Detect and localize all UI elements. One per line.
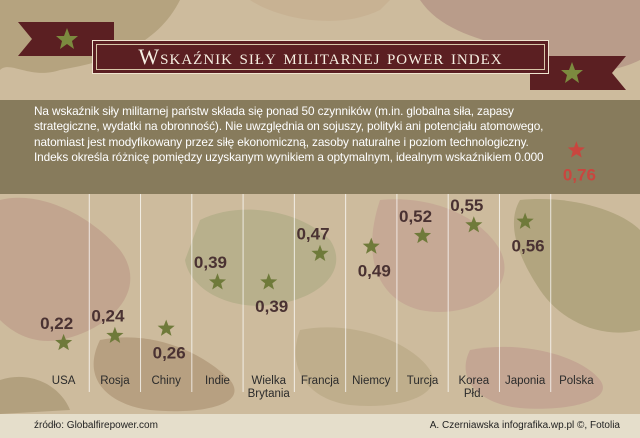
category-label: Rosja [100, 375, 130, 387]
data-value-label: 0,49 [358, 262, 391, 281]
category-label: Indie [205, 375, 230, 387]
category-label: Niemcy [352, 375, 391, 387]
category-label: Wielka [251, 375, 286, 387]
right-ribbon [530, 56, 626, 90]
data-point-star-icon [311, 244, 329, 261]
data-point-star-icon [362, 237, 380, 254]
data-point-star-icon [567, 141, 585, 158]
category-label: Polska [559, 375, 594, 387]
ribbon-star-icon [561, 62, 583, 83]
data-value-label: 0,76 [563, 165, 596, 184]
data-value-label: 0,56 [512, 237, 545, 256]
data-point-star-icon [208, 273, 226, 290]
data-point-star-icon [157, 319, 175, 336]
data-point-star-icon [260, 273, 278, 290]
description-box [0, 100, 640, 194]
data-value-label: 0,26 [153, 344, 186, 363]
data-value-label: 0,39 [194, 253, 227, 272]
left-ribbon [18, 22, 114, 56]
description-text: Na wskaźnik siły militarnej państw skład… [34, 104, 544, 165]
chart-title: Wskaźnik siły militarnej power index [138, 44, 503, 69]
data-point-star-icon [465, 216, 483, 233]
data-value-label: 0,55 [450, 196, 483, 215]
data-point-star-icon [414, 226, 432, 244]
category-label: Francja [301, 375, 340, 387]
title-banner: Wskaźnik siły militarnej power index [92, 40, 549, 74]
data-point-star-icon [516, 212, 534, 229]
data-point-star-icon [55, 333, 73, 351]
data-value-label: 0,24 [91, 307, 125, 326]
column-separators [88, 194, 552, 392]
source-text: źródło: Globalfirepower.com [34, 420, 158, 431]
category-label: Korea [458, 375, 489, 387]
data-point-star-icon [106, 326, 124, 343]
data-value-label: 0,52 [399, 207, 432, 226]
category-label: Japonia [505, 375, 546, 387]
data-value-label: 0,47 [296, 225, 329, 244]
footer-bar [0, 414, 640, 438]
data-value-label: 0,39 [255, 297, 288, 316]
category-label: USA [52, 375, 76, 387]
category-label: Turcja [407, 375, 439, 387]
category-label: Płd. [464, 388, 484, 400]
category-label: Brytania [248, 388, 291, 400]
credit-text: A. Czerniawska infografika.wp.pl ©, Foto… [429, 420, 620, 431]
chart-marks: 0,22 USA 0,24 Rosja 0,26 Chiny 0,39 Indie 0,39 Wi… [40, 141, 596, 400]
ribbon-star-icon [56, 28, 78, 49]
data-value-label: 0,22 [40, 314, 73, 333]
category-label: Chiny [151, 375, 181, 387]
